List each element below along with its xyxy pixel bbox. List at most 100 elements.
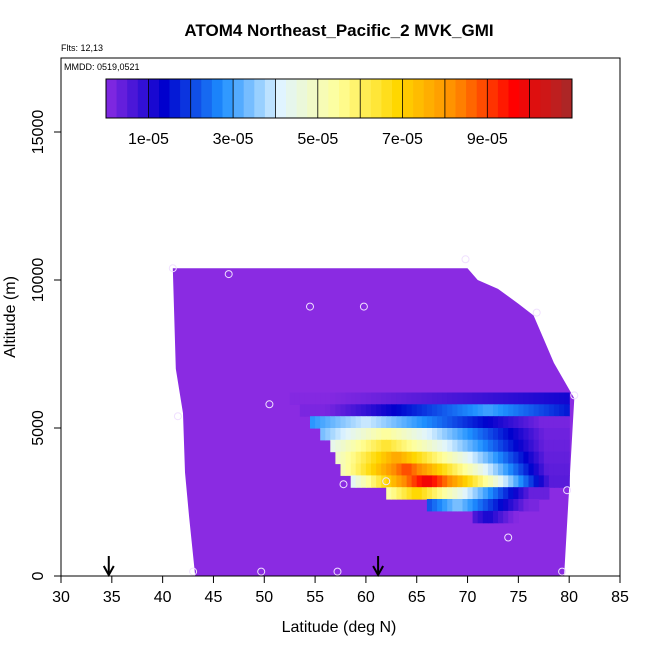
- plume-cell: [416, 463, 423, 476]
- plume-cell: [508, 475, 514, 488]
- plume-cell: [391, 475, 397, 488]
- colorbar-segment: [233, 79, 245, 118]
- plume-cell: [472, 428, 479, 441]
- plume-cell: [320, 404, 326, 417]
- y-tick-label: 10000: [30, 258, 47, 303]
- plume-cell: [457, 416, 464, 429]
- plume-cell: [477, 439, 484, 453]
- plume-cell: [426, 463, 433, 476]
- plume-cell: [365, 416, 372, 429]
- plume-cell: [487, 404, 494, 417]
- plume-cell: [518, 392, 525, 405]
- colorbar-segment: [413, 79, 425, 118]
- colorbar-segment: [466, 79, 478, 118]
- plume-cell: [335, 404, 342, 417]
- y-tick-label: 5000: [30, 410, 47, 446]
- plume-cell: [538, 392, 545, 405]
- plume-cell: [350, 463, 357, 476]
- plume-cell: [508, 392, 514, 405]
- plume-cell: [482, 499, 489, 512]
- plume-cell: [437, 487, 443, 500]
- plume-cell: [548, 428, 555, 441]
- plume-cell: [487, 416, 494, 429]
- plume-cell: [467, 499, 474, 512]
- plume-cell: [426, 404, 433, 417]
- plume-cell: [533, 428, 540, 441]
- plume-cell: [482, 392, 489, 405]
- plume-cell: [401, 463, 408, 476]
- plume-cell: [482, 475, 489, 488]
- plume-cell: [355, 416, 362, 429]
- plume-cell: [360, 451, 367, 465]
- plume-cell: [503, 404, 509, 417]
- plume-cell: [432, 404, 438, 417]
- plume-cell: [325, 428, 331, 441]
- plume-cell: [457, 439, 464, 453]
- plume-cell: [472, 439, 479, 453]
- plume-cell: [447, 392, 453, 405]
- plume-cell: [330, 428, 336, 441]
- plume-cell: [426, 439, 433, 453]
- plume-cell: [437, 428, 443, 441]
- plume-cell: [386, 439, 392, 453]
- date-note: MMDD: 0519,0521: [64, 62, 140, 72]
- plume-cell: [533, 499, 540, 512]
- plume-cell: [447, 463, 453, 476]
- plume-cell: [416, 451, 423, 465]
- plume-cell: [548, 404, 555, 417]
- plume-cell: [518, 451, 525, 465]
- plume-cell: [493, 404, 499, 417]
- plume-cell: [559, 475, 565, 488]
- plume-cell: [487, 475, 494, 488]
- plume-cell: [513, 463, 519, 476]
- plume-cell: [376, 428, 382, 441]
- plot-area: [102, 255, 579, 578]
- plume-cell: [381, 404, 387, 417]
- colorbar-segment: [476, 79, 488, 118]
- plume-cell: [493, 475, 499, 488]
- colorbar-segment: [423, 79, 435, 118]
- plume-cell: [432, 451, 438, 465]
- plume-cell: [340, 392, 347, 405]
- plume-cell: [467, 439, 474, 453]
- plume-cell: [548, 439, 555, 453]
- plume-cell: [467, 392, 474, 405]
- plume-cell: [498, 451, 504, 465]
- plume-cell: [421, 475, 428, 488]
- plume-cell: [340, 451, 347, 465]
- colorbar-tick-label: 9e-05: [467, 131, 508, 148]
- plume-cell: [320, 392, 326, 405]
- plume-cell: [462, 428, 469, 441]
- plume-cell: [447, 475, 453, 488]
- plume-cell: [462, 463, 469, 476]
- plume-cell: [452, 463, 458, 476]
- plume-cell: [360, 439, 367, 453]
- plume-cell: [482, 416, 489, 429]
- plume-cell: [477, 463, 484, 476]
- colorbar-segment: [444, 79, 456, 118]
- colorbar-segment: [286, 79, 298, 118]
- plume-cell: [330, 416, 336, 429]
- plume-cell: [350, 451, 357, 465]
- colorbar-segment: [254, 79, 266, 118]
- plume-cell: [325, 404, 331, 417]
- colorbar-segment: [222, 79, 234, 118]
- plume-cell: [365, 392, 372, 405]
- x-tick-label: 35: [103, 589, 121, 606]
- plume-cell: [365, 475, 372, 488]
- plume-cell: [564, 451, 570, 465]
- plume-cell: [543, 428, 550, 441]
- plume-cell: [508, 451, 514, 465]
- plume-cell: [498, 404, 504, 417]
- plume-cell: [538, 451, 545, 465]
- plume-cell: [350, 475, 357, 488]
- colorbar-segment: [211, 79, 223, 118]
- x-tick-label: 60: [357, 589, 375, 606]
- plume-cell: [533, 404, 540, 417]
- plume-cell: [442, 428, 448, 441]
- plume-cell: [477, 475, 484, 488]
- plume-cell: [391, 428, 397, 441]
- plume-cell: [426, 428, 433, 441]
- plume-cell: [340, 416, 347, 429]
